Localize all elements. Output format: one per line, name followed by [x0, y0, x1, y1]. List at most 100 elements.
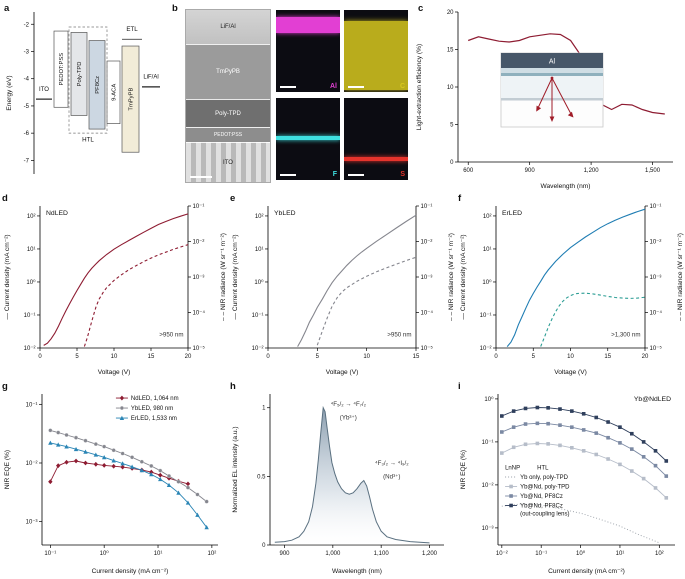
- panel-label-g: g: [2, 381, 8, 392]
- svg-text:0: 0: [262, 543, 266, 549]
- svg-text:10⁻⁴: 10⁻⁴: [193, 310, 206, 317]
- svg-text:10⁻²: 10⁻²: [24, 346, 36, 352]
- svg-text:Energy (eV): Energy (eV): [6, 75, 13, 110]
- inset-emissive-layer: [501, 73, 603, 76]
- i-series-yb-only-poly-tpd: [501, 503, 660, 544]
- i-series-yb-nd-pf8cz-out-coupling-lens: [500, 405, 669, 463]
- svg-text:10⁻⁵: 10⁻⁵: [421, 345, 434, 352]
- svg-text:15: 15: [413, 354, 420, 360]
- svg-text:10⁻³: 10⁻³: [421, 275, 433, 281]
- svg-text:0: 0: [494, 354, 498, 360]
- svg-text:HTL: HTL: [537, 466, 549, 472]
- svg-text:— Current density (mA cm⁻²): — Current density (mA cm⁻²): [232, 234, 239, 319]
- inset-al-label: Al: [549, 59, 556, 66]
- tem-layer-pedot-pss: PEDOT:PSS: [186, 126, 270, 143]
- map-label-al: Al: [330, 83, 337, 90]
- svg-text:10⁰: 10⁰: [26, 279, 36, 286]
- svg-text:1,500: 1,500: [645, 168, 661, 174]
- panel-label-f: f: [458, 193, 462, 204]
- svg-text:(Nd³⁺): (Nd³⁺): [383, 474, 400, 481]
- svg-text:-6: -6: [24, 131, 30, 137]
- tem-eds-maps: LiF/Al TmPyPB Poly-TPD PEDOT:PSS ITO Al C F S: [170, 2, 412, 190]
- svg-text:– – NIR radiance (W sr⁻¹ m⁻²): – – NIR radiance (W sr⁻¹ m⁻²): [448, 233, 455, 321]
- panel-label-c: c: [418, 3, 424, 14]
- svg-text:10⁰: 10⁰: [100, 550, 110, 557]
- svg-text:10⁻⁵: 10⁻⁵: [650, 345, 663, 352]
- tem-layer-ito: ITO: [186, 142, 270, 182]
- svg-text:600: 600: [463, 168, 474, 174]
- svg-text:0: 0: [450, 160, 454, 166]
- tem-layer-tmpypb: TmPyPB: [186, 44, 270, 100]
- svg-text:10⁻³: 10⁻³: [193, 275, 205, 281]
- svg-text:10²: 10²: [483, 214, 492, 220]
- svg-text:10⁰: 10⁰: [482, 279, 492, 286]
- svg-text:Yb@Nd, PF8Cz: Yb@Nd, PF8Cz: [520, 504, 563, 510]
- map-label-s: S: [400, 171, 405, 178]
- svg-text:10⁻¹: 10⁻¹: [482, 440, 494, 446]
- svg-text:HTL: HTL: [82, 136, 94, 143]
- d-axes: 0 5 10 15 20 10⁻² 10⁻¹ 10⁰ 10¹ 10² 10⁻¹ 10⁻² 10⁻³ 10⁻…: [4, 204, 227, 376]
- svg-text:10²: 10²: [255, 214, 264, 220]
- svg-text:10¹: 10¹: [154, 551, 163, 557]
- panel-label-b: b: [172, 3, 178, 14]
- panel-h-el-spectrum: h 900 1,000 1,100 1,200 0 0.5 1 Wavelength (nm)…: [228, 380, 456, 577]
- svg-text:1,000: 1,000: [325, 551, 341, 557]
- svg-text:⁴F₅/₂ → ⁴F₇/₂: ⁴F₅/₂ → ⁴F₇/₂: [331, 401, 367, 408]
- element-signal-f: [276, 135, 340, 140]
- panel-c-light-extraction: c 600 900 1,200 1,500 0 5 10 15 20 Wavelength (nm…: [412, 0, 685, 192]
- svg-text:Wavelength (nm): Wavelength (nm): [332, 568, 382, 575]
- element-signal-al: [276, 16, 340, 33]
- map-label-c: C: [399, 83, 405, 90]
- panel-g-eqe: g 10⁻¹ 10⁰ 10¹ 10² 10⁻¹ 10⁻² 10⁻³ Current densi…: [0, 380, 228, 577]
- svg-text:— Current density (mA cm⁻²): — Current density (mA cm⁻²): [4, 234, 11, 319]
- htl-dashed-box: [68, 26, 108, 134]
- scale-bar: [280, 174, 296, 176]
- ybndled-eqe-chart: 10⁻² 10⁻¹ 10⁰ 10¹ 10² 10⁰ 10⁻¹ 10⁻² 10⁻³ Current …: [456, 380, 685, 577]
- svg-text:10¹: 10¹: [616, 551, 625, 557]
- svg-text:10¹: 10¹: [27, 247, 36, 253]
- chart-svg-d: 0 5 10 15 20 10⁻² 10⁻¹ 10⁰ 10¹ 10² 10⁻¹ 10⁻² 10⁻³ 10⁻…: [4, 204, 227, 376]
- svg-text:Yb only, poly-TPD: Yb only, poly-TPD: [520, 475, 569, 481]
- panel-f-erled-jv: f 0 5 10 15 20 10⁻² 10⁻¹ 10⁰ 10¹ 10² 10⁻¹ 10⁻² 10⁻³ 1…: [456, 192, 685, 378]
- scale-bar: [348, 86, 364, 88]
- svg-text:1,200: 1,200: [422, 551, 438, 557]
- panel-i-ybndled-eqe: i 10⁻² 10⁻¹ 10⁰ 10¹ 10² 10⁰ 10⁻¹ 10⁻² 10⁻³ Curren…: [456, 380, 685, 577]
- chart-svg-f: 0 5 10 15 20 10⁻² 10⁻¹ 10⁰ 10¹ 10² 10⁻¹ 10⁻² 10⁻³ 10⁻…: [460, 204, 684, 376]
- svg-text:10⁻²: 10⁻²: [252, 346, 264, 352]
- i-series-yb-nd-pf8cz: [500, 421, 669, 478]
- inset-svg: Al: [500, 52, 604, 128]
- svg-text:10⁻¹: 10⁻¹: [535, 551, 547, 557]
- svg-text:10⁻²: 10⁻²: [482, 483, 494, 489]
- svg-text:-4: -4: [24, 77, 30, 83]
- svg-text:1,100: 1,100: [374, 551, 390, 557]
- g-series-ybled-eqe-980nm: [48, 428, 209, 504]
- svg-text:Light-extraction efficiency (%: Light-extraction efficiency (%): [416, 44, 423, 130]
- eds-map-c: C: [344, 10, 408, 92]
- svg-text:LiF/Al: LiF/Al: [143, 75, 158, 81]
- layer-box-tmpypb: [121, 45, 140, 153]
- svg-text:NdLED: NdLED: [46, 210, 68, 217]
- inset-al-electrode: [501, 53, 603, 68]
- svg-text:5: 5: [450, 123, 454, 129]
- panel-label-d: d: [2, 193, 8, 204]
- ndled-jv-radiance-chart: 0 5 10 15 20 10⁻² 10⁻¹ 10⁰ 10¹ 10² 10⁻¹ 10⁻² 10⁻³ 10⁻…: [0, 192, 228, 378]
- svg-text:LnNP: LnNP: [505, 466, 520, 472]
- eds-map-al: Al: [276, 10, 340, 92]
- panel-label-i: i: [458, 381, 461, 392]
- svg-text:15: 15: [447, 48, 454, 54]
- energy-level-diagram: -2 -3 -4 -5 -6 -7 Energy (eV) ITO LiF/Al PEDOT:PS…: [2, 2, 168, 190]
- svg-text:10⁻³: 10⁻³: [650, 275, 662, 281]
- svg-text:10⁻¹: 10⁻¹: [26, 402, 38, 408]
- svg-text:(out-coupling lens): (out-coupling lens): [520, 512, 569, 518]
- svg-text:5: 5: [75, 354, 79, 360]
- svg-text:10⁻¹: 10⁻¹: [44, 551, 56, 557]
- g-legend: NdLED, 1,064 nm YbLED, 980 nm ErLED, 1,533…: [115, 395, 179, 422]
- svg-text:Voltage (V): Voltage (V): [326, 369, 359, 376]
- svg-text:10¹: 10¹: [255, 247, 264, 253]
- svg-text:Poly-TPD: Poly-TPD: [77, 62, 83, 87]
- eds-map-s: S: [344, 98, 408, 180]
- svg-text:NIR EQE (%): NIR EQE (%): [460, 450, 467, 489]
- svg-text:Wavelength (nm): Wavelength (nm): [541, 183, 591, 190]
- svg-text:20: 20: [642, 354, 649, 360]
